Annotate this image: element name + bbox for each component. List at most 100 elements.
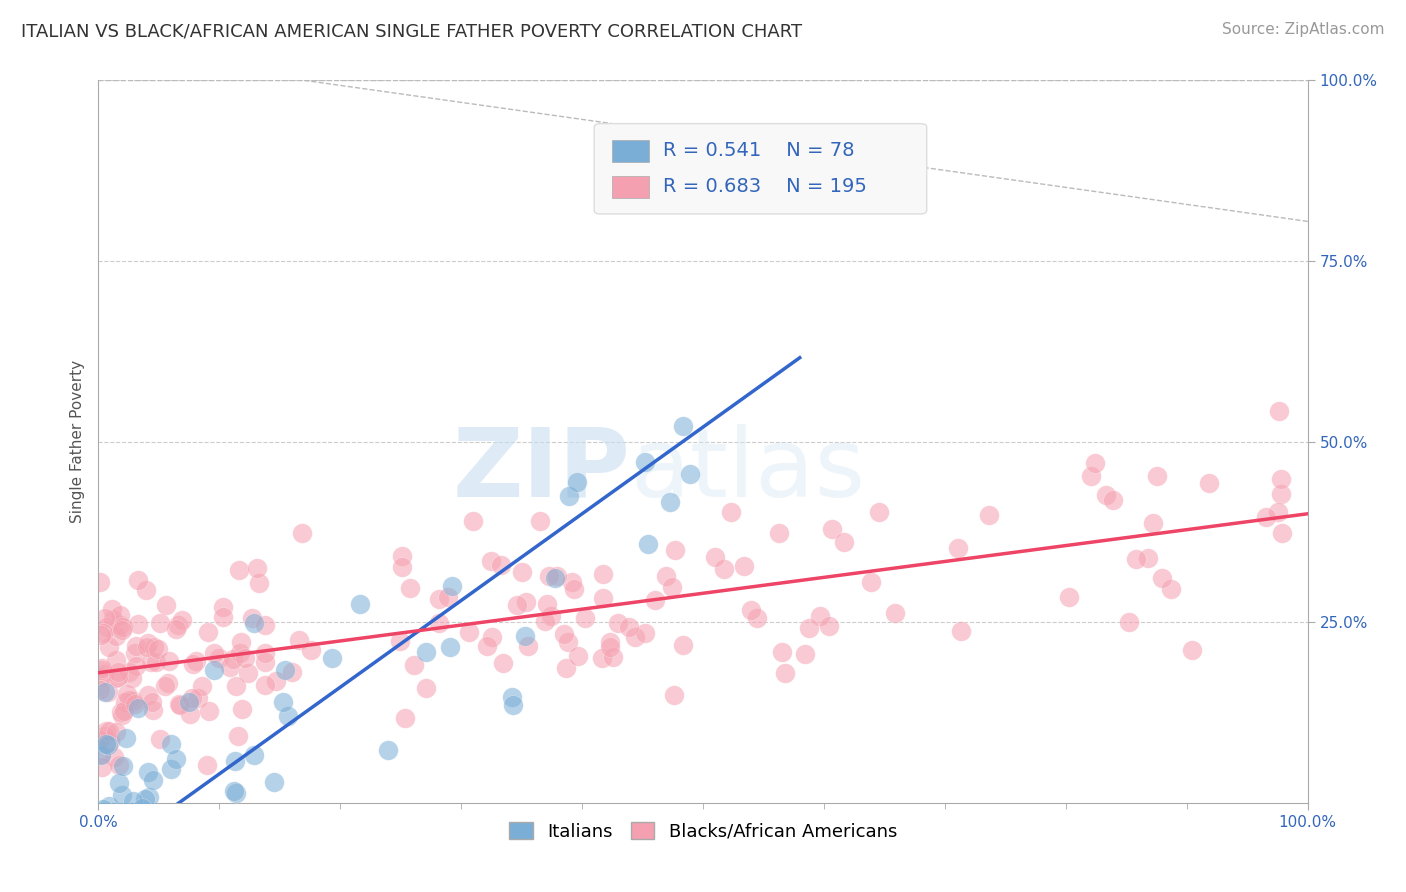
Point [1254, 510, 1277, 524]
Point [167, 618, 190, 632]
Point [208, 651, 231, 665]
Point [1083, 456, 1105, 470]
Point [108, 831, 131, 846]
Point [415, 645, 437, 659]
Point [165, 622, 187, 636]
Point [97, 723, 120, 738]
Point [111, 788, 134, 802]
Point [127, 831, 149, 846]
Point [501, 690, 523, 704]
Point [94, 611, 117, 625]
Point [567, 649, 589, 664]
Point [145, 656, 167, 670]
Point [537, 569, 560, 583]
Point [662, 688, 685, 702]
Point [240, 610, 263, 624]
Point [104, 653, 127, 667]
Point [617, 619, 640, 633]
Point [599, 635, 621, 649]
Point [557, 634, 579, 648]
Point [540, 609, 562, 624]
Point [634, 455, 657, 469]
Text: R = 0.683    N = 195: R = 0.683 N = 195 [664, 177, 868, 196]
Point [89, 574, 111, 589]
Point [179, 706, 201, 721]
Point [222, 651, 245, 665]
Point [720, 505, 742, 519]
Point [132, 808, 155, 822]
Point [97, 799, 120, 814]
Point [136, 640, 159, 654]
Y-axis label: Single Father Poverty: Single Father Poverty [70, 360, 86, 523]
Point [91, 802, 114, 816]
Point [141, 655, 163, 669]
Point [142, 773, 165, 788]
Point [439, 640, 461, 654]
Point [89, 682, 111, 697]
Point [1181, 642, 1204, 657]
Point [107, 831, 129, 846]
Point [427, 615, 450, 630]
Text: ZIP: ZIP [453, 424, 630, 517]
Point [868, 505, 890, 519]
Point [127, 573, 149, 587]
Text: ITALIAN VS BLACK/AFRICAN AMERICAN SINGLE FATHER POVERTY CORRELATION CHART: ITALIAN VS BLACK/AFRICAN AMERICAN SINGLE… [21, 22, 803, 40]
Point [246, 561, 269, 575]
Point [90, 664, 112, 678]
Point [122, 794, 145, 808]
Point [1080, 469, 1102, 483]
Point [502, 698, 524, 712]
Point [97, 738, 120, 752]
Point [94, 818, 117, 832]
Point [231, 702, 253, 716]
Point [1270, 472, 1292, 486]
Point [236, 665, 259, 680]
Point [115, 688, 138, 702]
Point [274, 663, 297, 677]
Point [93, 729, 115, 743]
Point [249, 575, 271, 590]
Point [112, 620, 135, 634]
Point [156, 676, 179, 690]
Point [655, 568, 678, 582]
Point [101, 831, 124, 846]
Point [101, 831, 124, 846]
Point [122, 694, 145, 708]
Point [143, 640, 166, 654]
Point [165, 752, 187, 766]
Point [515, 595, 537, 609]
Point [506, 598, 529, 612]
Point [108, 827, 131, 841]
Point [105, 831, 128, 846]
Point [808, 609, 831, 624]
Point [169, 810, 191, 824]
Point [90, 747, 112, 761]
Point [481, 630, 503, 644]
Point [190, 679, 212, 693]
Point [167, 697, 190, 711]
Point [141, 695, 163, 709]
Point [160, 737, 183, 751]
Point [740, 603, 762, 617]
Point [228, 563, 250, 577]
Point [110, 705, 132, 719]
Point [105, 725, 128, 739]
Point [557, 490, 579, 504]
Point [181, 657, 204, 671]
Point [107, 831, 129, 846]
Point [634, 625, 657, 640]
Point [115, 831, 138, 846]
Point [103, 750, 125, 764]
Point [264, 674, 287, 689]
Point [108, 757, 131, 772]
Point [553, 627, 575, 641]
Point [124, 646, 146, 660]
Point [90, 747, 112, 762]
Point [187, 690, 209, 705]
Point [94, 723, 117, 738]
Point [135, 582, 157, 597]
Point [797, 621, 820, 635]
Point [546, 569, 568, 583]
Point [114, 731, 136, 745]
Point [89, 733, 111, 747]
